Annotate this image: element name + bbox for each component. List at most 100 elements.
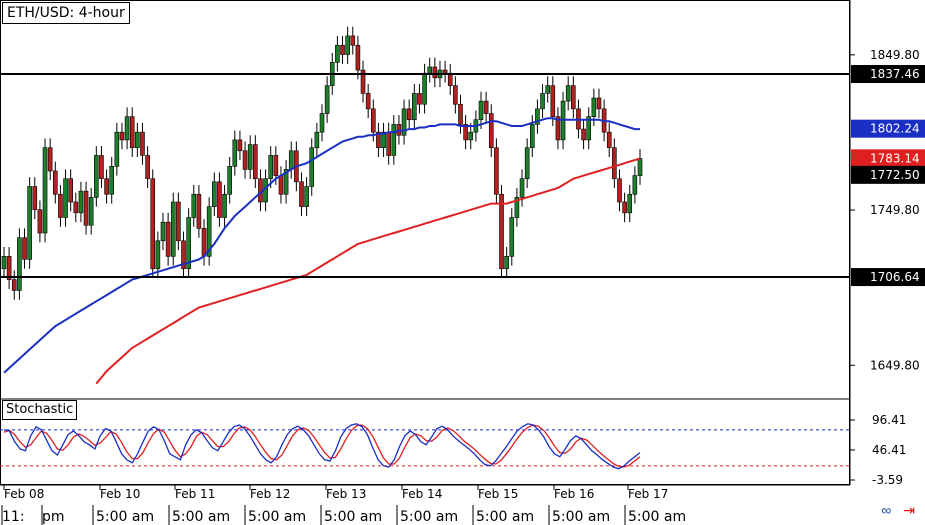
time-label: 5:00 am — [96, 509, 154, 525]
candle-body — [217, 181, 222, 218]
candle — [6, 247, 12, 289]
candle-body — [17, 237, 22, 291]
ma-fast-line — [3, 117, 640, 374]
candle-body — [119, 131, 125, 141]
candle — [155, 231, 161, 279]
candle-body — [42, 147, 48, 234]
candle-body — [381, 131, 386, 148]
candle-body — [68, 178, 73, 203]
candle-body — [309, 147, 315, 187]
scroll-to-end-icon[interactable]: ⇥ — [903, 502, 915, 518]
time-label: 5:00 am — [248, 509, 306, 525]
candle-body — [586, 116, 592, 141]
candle-body — [370, 108, 376, 133]
candle-body — [6, 256, 12, 280]
candle — [17, 228, 22, 300]
candle-body — [324, 85, 330, 114]
current-price-tag-box — [851, 165, 925, 184]
candle-body — [242, 150, 248, 170]
candle-body — [32, 186, 38, 211]
candle-body — [442, 69, 448, 74]
candle — [545, 76, 550, 103]
date-label: Feb 12 — [250, 487, 290, 501]
candle — [78, 181, 84, 223]
candle-body — [612, 147, 617, 180]
candle-body — [319, 113, 325, 133]
candle — [253, 135, 258, 189]
candle-body — [483, 100, 489, 114]
date-label: Feb 13 — [326, 487, 366, 501]
candle-body — [288, 150, 294, 170]
candle — [283, 160, 289, 204]
candle-body — [299, 181, 304, 207]
candle-body — [283, 169, 289, 195]
candle — [519, 169, 525, 207]
candle-body — [58, 193, 63, 218]
candle-body — [206, 206, 212, 257]
candle — [309, 138, 315, 196]
candle-body — [463, 124, 468, 141]
current-price-tag: 1772.50 — [870, 168, 920, 182]
candle — [145, 146, 150, 189]
candle-body — [365, 93, 371, 110]
candle-body — [550, 85, 556, 117]
time-label: 5:00 am — [552, 509, 610, 525]
candle — [160, 212, 166, 251]
candle-body — [104, 178, 109, 195]
candle — [432, 57, 438, 88]
candle — [581, 119, 586, 150]
price-panel — [0, 26, 850, 385]
candle-body — [622, 201, 627, 214]
candle — [314, 122, 320, 157]
candle-body — [22, 237, 27, 260]
link-icon[interactable]: ∞ — [881, 502, 892, 518]
candle-body — [150, 178, 156, 270]
price-tick-label: 1649.80 — [870, 358, 920, 372]
chart-tools: ∞ ⇥ — [881, 502, 915, 519]
candle — [401, 99, 407, 145]
candle — [350, 26, 356, 55]
candle — [124, 107, 130, 150]
candle — [104, 169, 109, 204]
level-price-tag-box — [851, 65, 925, 84]
ma-fast-price-tag: 1802.24 — [870, 122, 920, 136]
candle — [68, 169, 73, 212]
candle-body — [540, 93, 545, 110]
level-price-tag-box — [851, 268, 925, 287]
candle — [586, 107, 592, 150]
date-label: Feb 11 — [175, 487, 215, 501]
candle-body — [273, 155, 279, 176]
candle-body — [591, 97, 597, 117]
date-label: Feb 10 — [100, 487, 140, 501]
candle — [268, 146, 274, 189]
candle-body — [170, 201, 176, 257]
candle — [170, 192, 176, 266]
candle — [627, 184, 633, 223]
candle — [99, 146, 104, 189]
candle-body — [335, 44, 340, 63]
candle — [355, 35, 361, 80]
candle-body — [345, 35, 350, 55]
candle-body — [458, 103, 463, 125]
candle — [499, 184, 504, 279]
candle-body — [191, 193, 197, 218]
candle-body — [504, 256, 509, 270]
candle — [211, 172, 217, 216]
candle — [535, 99, 540, 134]
candle-body — [186, 217, 191, 270]
candle — [622, 192, 627, 223]
candle — [176, 192, 181, 251]
candle-body — [632, 175, 638, 195]
candle — [483, 91, 489, 123]
candle-body — [535, 108, 540, 125]
candle — [468, 122, 474, 150]
candle-body — [181, 240, 186, 270]
ma-slow-price-tag-box — [851, 149, 925, 168]
candle — [32, 177, 38, 220]
candle-body — [176, 201, 181, 242]
candle-body — [468, 131, 474, 141]
candle-body — [555, 116, 561, 141]
candle — [319, 104, 325, 142]
stoch-tick-label: 96.41 — [872, 413, 906, 427]
